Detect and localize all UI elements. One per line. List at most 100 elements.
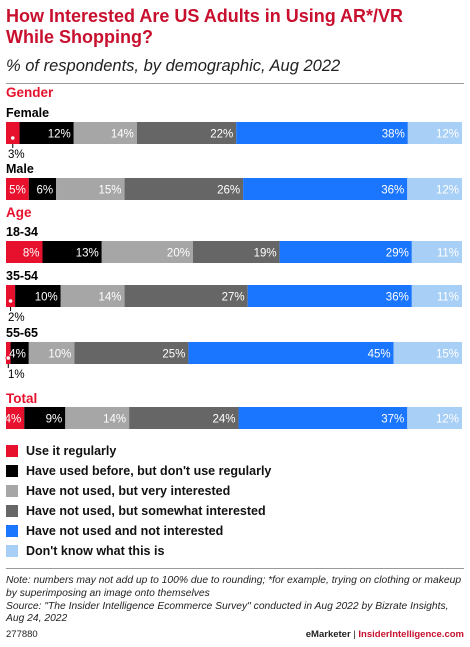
data-label: 24% [213,414,236,426]
bar-segment [101,241,193,263]
legend-item: Have not used, but somewhat interested [6,501,271,521]
data-label: 26% [217,185,240,197]
data-label: 10% [35,292,58,304]
bar-segment [24,407,66,429]
data-label: 9% [46,414,63,426]
callout-marker [7,298,14,304]
bar-segment [73,122,137,144]
data-label: 25% [162,349,185,361]
header-divider [6,83,464,84]
data-label: 2% [8,312,25,324]
legend-item: Have used before, but don't use regularl… [6,461,271,481]
bar-segment [15,285,61,307]
bar-segment [19,122,74,144]
data-label: 8% [23,248,40,260]
data-label: 10% [48,349,71,361]
data-label: 45% [368,349,391,361]
data-label: 14% [99,292,122,304]
bar-segment [129,407,239,429]
chart-title: How Interested Are US Adults in Using AR… [6,6,404,47]
data-label: 4% [9,349,26,361]
bar-segment [65,407,130,429]
bar-segment [74,342,189,364]
data-label: 12% [436,185,459,197]
data-label: 11% [437,248,459,260]
data-label: 14% [103,414,126,426]
bar-segment [28,342,75,364]
chart-note: Note: numbers may not add up to 100% due… [6,575,468,626]
data-label: 15% [436,349,459,361]
data-label: 4% [5,414,22,426]
data-label: 36% [386,292,409,304]
bar-segment [407,122,462,144]
row-label-1-1: 35-54 [6,269,38,283]
legend-swatch [6,525,18,537]
stacked-bar-chart: Gender Female 3% 12% 14% 22% 38% 12% Male 5% 6% 15%… [5,85,462,429]
data-label: 36% [381,185,404,197]
row-label-0-0: Female [6,106,49,120]
bar-segment [247,285,412,307]
chart-subtitle: % of respondents, by demographic, Aug 20… [6,57,341,75]
legend-label: Have not used, but very interested [26,484,231,498]
data-label: 27% [222,292,245,304]
chart-legend: Use it regularly Have used before, but do… [6,441,271,561]
brand-divider: | [353,629,356,640]
data-label: 37% [381,414,404,426]
legend-swatch [6,465,18,477]
bar-segment [192,241,280,263]
legend-label: Have not used and not interested [26,524,224,538]
data-label: 1% [8,369,25,381]
legend-item: Don't know what this is [6,541,271,561]
data-label: 20% [167,248,190,260]
legend-swatch [6,485,18,497]
data-label: 29% [386,248,409,260]
data-label: 13% [76,248,99,260]
data-label: 19% [254,248,277,260]
data-label: 38% [382,129,405,141]
bar-segment [6,407,25,429]
data-label: 3% [8,149,25,161]
bar-segment [236,122,408,144]
data-label: 22% [210,129,233,141]
bar-segment [136,122,237,144]
bar-segment [28,178,57,200]
bar-segment [56,178,125,200]
bar-segment [411,241,462,263]
bar-segment [124,178,244,200]
bar-segment [407,178,462,200]
legend-label: Don't know what this is [26,544,165,558]
bar-segment [188,342,394,364]
bar-segment [6,178,29,200]
legend-label: Use it regularly [26,444,117,458]
bar-segment [6,285,16,307]
data-label: 14% [111,129,134,141]
bar-segment [411,285,462,307]
bar-segment [42,241,102,263]
data-label: 11% [437,292,459,304]
bar-segment [10,342,29,364]
bar-segment [6,241,43,263]
legend-item: Have not used and not interested [6,521,271,541]
brand-emarketer: eMarketer [305,629,351,640]
brand-insider-intelligence: InsiderIntelligence.com [358,629,464,640]
data-label: 12% [436,414,459,426]
source-text: Source: "The Insider Intelligence Ecomme… [6,600,449,625]
bar-segment [60,285,125,307]
bar-segment [6,342,11,364]
row-label-1-0: 18-34 [6,225,38,239]
footer-divider [6,568,464,569]
legend-label: Have used before, but don't use regularl… [26,464,272,478]
legend-item: Have not used, but very interested [6,481,271,501]
group-label-0: Gender [6,85,54,100]
brand: eMarketer | InsiderIntelligence.com [306,629,464,640]
data-label: 12% [48,129,71,141]
group-label-1: Age [6,205,32,220]
legend-label: Have not used, but somewhat interested [26,504,266,518]
data-label: 12% [436,129,459,141]
bar-segment [243,178,408,200]
legend-swatch [6,445,18,457]
callout-marker [9,135,16,141]
bar-segment [6,122,20,144]
group-label-2: Total [6,391,37,406]
legend-swatch [6,505,18,517]
